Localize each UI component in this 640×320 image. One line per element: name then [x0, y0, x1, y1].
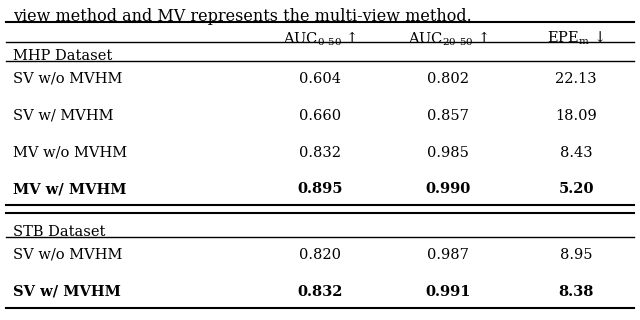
Text: SV w/ MVHM: SV w/ MVHM	[13, 109, 113, 123]
Text: 0.857: 0.857	[427, 109, 469, 123]
Text: 0.820: 0.820	[299, 248, 341, 262]
Text: EPE$_{\mathregular{m}}$ ↓: EPE$_{\mathregular{m}}$ ↓	[547, 29, 605, 46]
Text: STB Dataset: STB Dataset	[13, 225, 105, 239]
Text: 8.95: 8.95	[560, 248, 592, 262]
Text: 0.832: 0.832	[299, 146, 341, 160]
Text: MHP Dataset: MHP Dataset	[13, 49, 112, 63]
Text: view method and MV represents the multi-view method.: view method and MV represents the multi-…	[13, 8, 472, 25]
Text: 18.09: 18.09	[555, 109, 597, 123]
Text: 22.13: 22.13	[555, 72, 597, 86]
Text: AUC$_{\mathregular{20\text{-}50}}$ ↑: AUC$_{\mathregular{20\text{-}50}}$ ↑	[408, 29, 488, 47]
Text: 0.660: 0.660	[299, 109, 341, 123]
Text: MV w/ MVHM: MV w/ MVHM	[13, 182, 126, 196]
Text: 0.604: 0.604	[299, 72, 341, 86]
Text: AUC$_{\mathregular{0\text{-}50}}$ ↑: AUC$_{\mathregular{0\text{-}50}}$ ↑	[283, 29, 357, 47]
Text: SV w/o MVHM: SV w/o MVHM	[13, 72, 122, 86]
Text: 0.832: 0.832	[297, 285, 343, 299]
Text: 5.20: 5.20	[558, 182, 594, 196]
Text: 0.990: 0.990	[426, 182, 470, 196]
Text: MV w/o MVHM: MV w/o MVHM	[13, 146, 127, 160]
Text: 8.38: 8.38	[558, 285, 594, 299]
Text: 0.895: 0.895	[297, 182, 343, 196]
Text: 0.985: 0.985	[427, 146, 469, 160]
Text: 0.991: 0.991	[425, 285, 471, 299]
Text: 0.802: 0.802	[427, 72, 469, 86]
Text: SV w/o MVHM: SV w/o MVHM	[13, 248, 122, 262]
Text: SV w/ MVHM: SV w/ MVHM	[13, 285, 121, 299]
Text: 0.987: 0.987	[427, 248, 469, 262]
Text: 8.43: 8.43	[560, 146, 592, 160]
